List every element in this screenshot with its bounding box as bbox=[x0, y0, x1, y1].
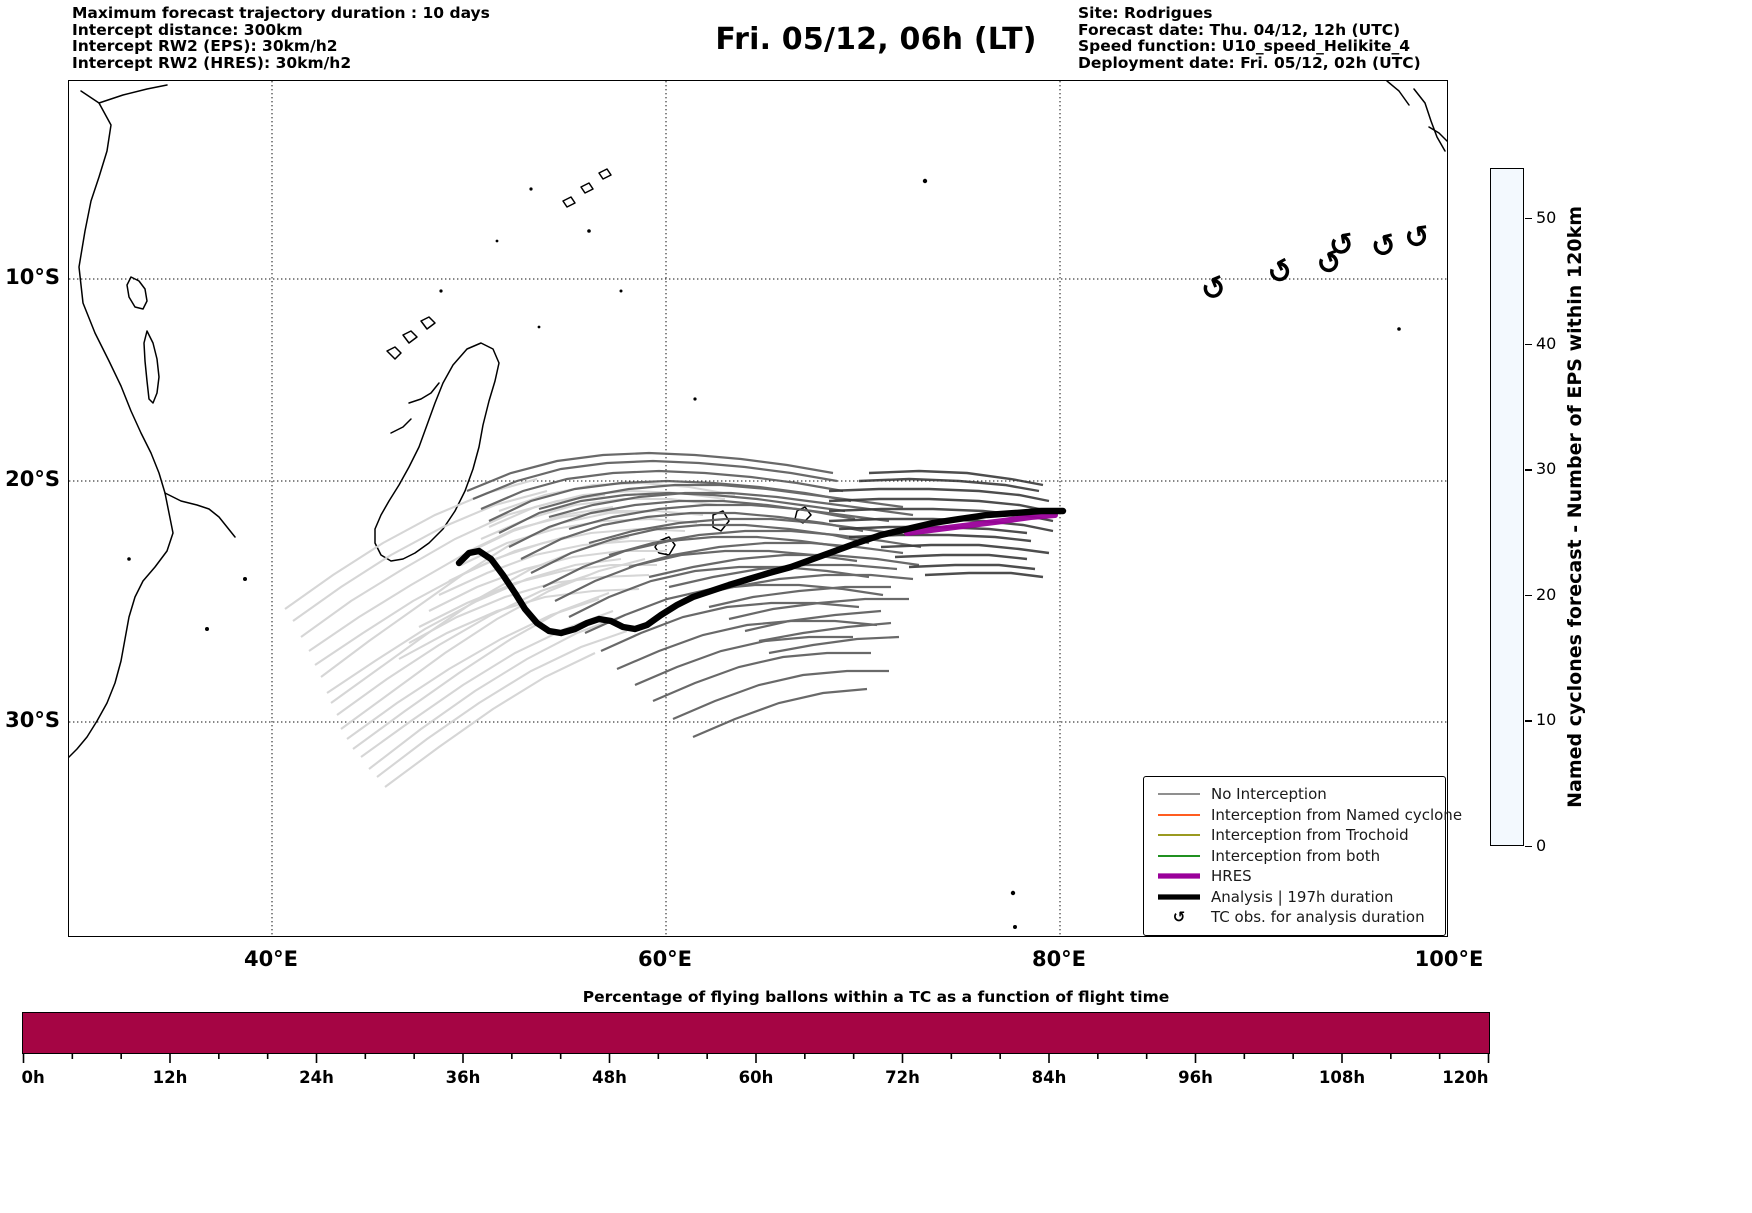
header-right-info: Site: Rodrigues Forecast date: Thu. 04/1… bbox=[1078, 5, 1421, 71]
legend-line-icon bbox=[1153, 852, 1205, 860]
legend-label: Interception from Trochoid bbox=[1211, 826, 1409, 845]
colorbar-tick-40: 40 bbox=[1525, 334, 1556, 353]
header-deployment-date: Deployment date: Fri. 05/12, 02h (UTC) bbox=[1078, 53, 1421, 72]
legend-label: No Interception bbox=[1211, 785, 1327, 804]
pct-tick-24h: 24h bbox=[299, 1068, 334, 1087]
percentage-bar-fill bbox=[23, 1013, 1489, 1053]
tc-obs-icon: ↺ bbox=[1402, 219, 1432, 257]
map-legend: No Interception Interception from Named … bbox=[1143, 776, 1462, 936]
tc-obs-icon: ↺ bbox=[1261, 251, 1300, 294]
lat-label-10s: 10°S bbox=[5, 265, 60, 289]
pct-tick-72h: 72h bbox=[885, 1068, 920, 1087]
percentage-bar-axis bbox=[22, 1054, 1490, 1063]
lon-label-60e: 60°E bbox=[637, 947, 693, 971]
legend-item-interception-trochoid[interactable]: Interception from Trochoid bbox=[1153, 825, 1436, 846]
tc-observation-markers: ↺ ↺ ↺ ↺ ↺ ↺ bbox=[1196, 219, 1432, 311]
colorbar-gradient bbox=[1490, 168, 1524, 846]
tc-obs-icon: ↺ bbox=[1367, 227, 1400, 267]
header-left-line-2: Intercept distance: 300km bbox=[72, 20, 303, 39]
coastlines bbox=[69, 81, 1447, 929]
map-canvas: ↺ ↺ ↺ ↺ ↺ ↺ bbox=[69, 81, 1447, 936]
tc-obs-icon: ↺ bbox=[1153, 908, 1205, 926]
header-left-line-1: Maximum forecast trajectory duration : 1… bbox=[72, 4, 490, 22]
legend-line-icon bbox=[1153, 831, 1205, 839]
analysis-track bbox=[455, 507, 1067, 637]
tc-obs-icon: ↺ bbox=[1196, 269, 1232, 311]
legend-label: Interception from Named cyclone bbox=[1211, 805, 1463, 824]
legend-item-no-interception[interactable]: No Interception bbox=[1153, 784, 1436, 805]
header-left-info: Maximum forecast trajectory duration : 1… bbox=[72, 5, 490, 71]
header-left-line-4: Intercept RW2 (HRES): 30km/h2 bbox=[72, 53, 352, 72]
legend-line-icon bbox=[1153, 872, 1205, 880]
legend-item-interception-named-cyclone[interactable]: Interception from Named cyclone bbox=[1153, 805, 1462, 826]
legend-label: HRES bbox=[1211, 867, 1252, 886]
bottom-bar-title: Percentage of flying ballons within a TC… bbox=[582, 988, 1170, 1006]
pct-tick-36h: 36h bbox=[445, 1068, 481, 1087]
colorbar[interactable]: 0 10 20 30 40 50 bbox=[1490, 168, 1556, 855]
header-site: Site: Rodrigues bbox=[1078, 4, 1213, 22]
legend-item-hres[interactable]: HRES bbox=[1153, 866, 1436, 887]
pct-tick-96h: 96h bbox=[1178, 1068, 1213, 1087]
colorbar-tick-10: 10 bbox=[1525, 710, 1556, 729]
header-forecast-date: Forecast date: Thu. 04/12, 12h (UTC) bbox=[1078, 20, 1401, 39]
pct-tick-48h: 48h bbox=[592, 1068, 627, 1087]
header-speed-function: Speed function: U10_speed_Helikite_4 bbox=[1078, 37, 1411, 55]
page-title: Fri. 05/12, 06h (LT) bbox=[715, 22, 1037, 57]
tc-obs-icon: ↺ bbox=[1326, 226, 1357, 265]
colorbar-tick-0: 0 bbox=[1525, 836, 1546, 855]
lat-label-20s: 20°S bbox=[5, 467, 60, 491]
legend-label: TC obs. for analysis duration bbox=[1211, 908, 1425, 927]
pct-tick-60h: 60h bbox=[738, 1068, 774, 1087]
hres-track bbox=[904, 512, 1058, 536]
lon-label-80e: 80°E bbox=[1031, 947, 1087, 971]
percentage-bar-tick-labels: 0h 12h 24h 36h 48h 60h 72h 84h 96h 108h 120h bbox=[0, 1068, 1752, 1092]
colorbar-tick-30: 30 bbox=[1525, 459, 1556, 478]
pct-tick-84h: 84h bbox=[1031, 1068, 1067, 1087]
pct-tick-0h: 0h bbox=[21, 1068, 45, 1087]
legend-line-icon bbox=[1153, 790, 1205, 798]
colorbar-title-text: Named cyclones forecast - Number of EPS … bbox=[1564, 206, 1586, 808]
ensemble-trajectories-dark bbox=[466, 451, 922, 739]
tc-obs-glyph: ↺ bbox=[1172, 908, 1186, 927]
legend-item-interception-both[interactable]: Interception from both bbox=[1153, 846, 1436, 867]
colorbar-tick-50: 50 bbox=[1525, 208, 1556, 227]
lat-label-30s: 30°S bbox=[5, 708, 60, 732]
lon-label-40e: 40°E bbox=[243, 947, 299, 971]
legend-item-analysis[interactable]: Analysis | 197h duration bbox=[1153, 887, 1436, 908]
legend-line-icon bbox=[1153, 811, 1205, 819]
pct-tick-120h: 120h bbox=[1442, 1068, 1489, 1087]
legend-label: Analysis | 197h duration bbox=[1211, 887, 1394, 906]
percentage-bar[interactable] bbox=[22, 1012, 1490, 1054]
pct-tick-108h: 108h bbox=[1318, 1068, 1366, 1087]
legend-line-icon bbox=[1153, 893, 1205, 901]
colorbar-title: Named cyclones forecast - Number of EPS … bbox=[1560, 168, 1590, 846]
legend-label: Interception from both bbox=[1211, 846, 1381, 865]
legend-item-tc-observation[interactable]: ↺ TC obs. for analysis duration bbox=[1153, 907, 1436, 928]
colorbar-tick-20: 20 bbox=[1525, 585, 1556, 604]
header-left-line-3: Intercept RW2 (EPS): 30km/h2 bbox=[72, 37, 338, 55]
lon-label-100e: 100°E bbox=[1414, 947, 1484, 971]
pct-tick-12h: 12h bbox=[152, 1068, 188, 1087]
